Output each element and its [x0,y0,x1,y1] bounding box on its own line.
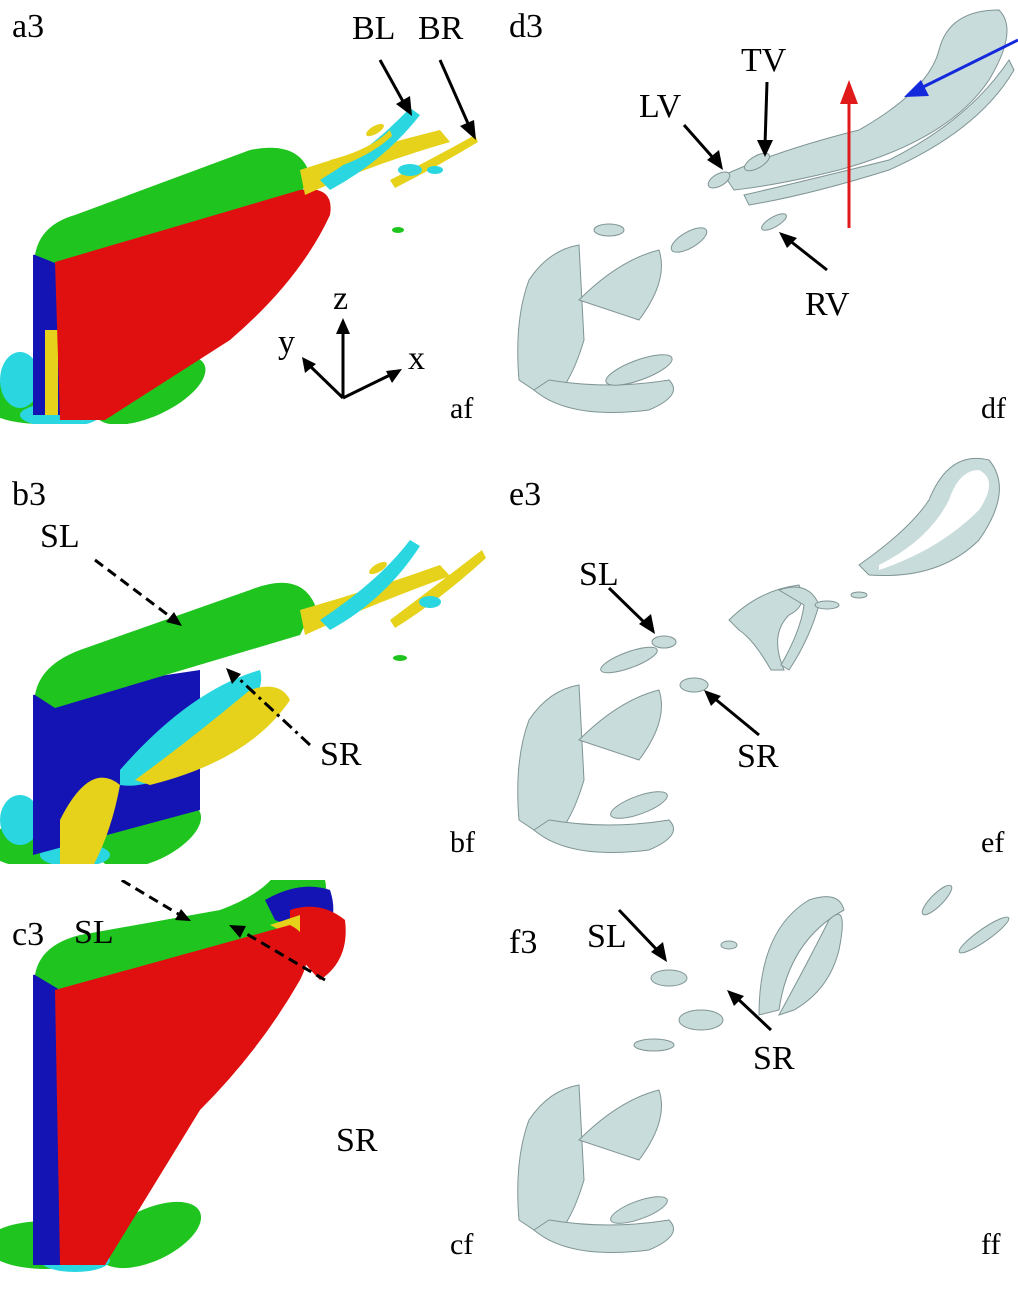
panel-a3: a3 BL BR z y x af [0,0,509,424]
label-sl: SL [74,916,114,950]
axis-label-y: y [278,326,295,360]
corner-label: cf [450,1230,473,1260]
panel-tag: c3 [12,918,44,952]
label-lv: LV [639,90,681,124]
panel-tag: b3 [12,478,46,512]
corner-label: df [981,394,1006,424]
panel-tag: f3 [509,926,537,960]
panel-d3: d3 LV TV RV df [509,0,1018,424]
label-sl: SL [579,558,619,592]
panel-e3: e3 SL SR ef [509,440,1018,864]
panel-tag: d3 [509,10,543,44]
figure: a3 BL BR z y x af b [0,0,1018,1274]
label-sr: SR [320,738,362,772]
corner-label: af [450,394,473,424]
label-sr: SR [737,740,779,774]
label-sl: SL [40,520,80,554]
panel-tag: e3 [509,478,541,512]
label-sr: SR [336,1124,378,1158]
corner-label: bf [450,828,475,858]
label-rv: RV [805,288,850,322]
panel-f3: f3 SL SR ff [509,880,1018,1304]
label-br: BR [418,12,463,46]
panel-tag: a3 [12,10,44,44]
label-bl: BL [352,12,395,46]
label-tv: TV [741,44,786,78]
corner-label: ff [981,1230,1000,1260]
panel-c3: c3 SL SR cf [0,880,509,1304]
axis-label-z: z [333,282,348,316]
label-sl: SL [587,920,627,954]
label-sr: SR [753,1042,795,1076]
corner-label: ef [981,828,1004,858]
axis-label-x: x [408,342,425,376]
panel-b3: b3 SL SR bf [0,440,509,864]
